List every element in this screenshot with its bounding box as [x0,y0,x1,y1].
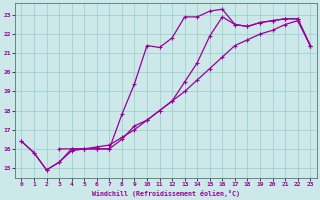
X-axis label: Windchill (Refroidissement éolien,°C): Windchill (Refroidissement éolien,°C) [92,190,240,197]
